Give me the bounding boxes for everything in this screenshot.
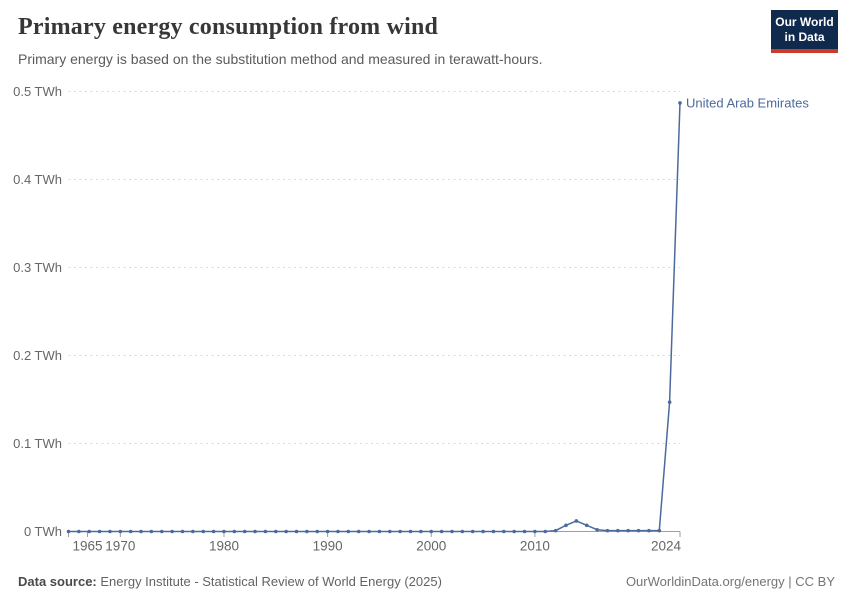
data-point-marker	[574, 519, 579, 523]
data-point-marker	[253, 529, 257, 534]
x-axis-tick-label: 2000	[416, 539, 446, 554]
page-title: Primary energy consumption from wind	[18, 14, 439, 40]
data-point-marker	[450, 529, 454, 534]
data-point-marker	[647, 528, 651, 533]
data-point-marker	[553, 528, 558, 533]
data-point-marker	[408, 529, 413, 534]
data-point-marker	[97, 529, 102, 534]
data-point-marker	[595, 527, 599, 532]
y-axis-tick-label: 0.2 TWh	[13, 348, 62, 363]
y-axis-tick-label: 0.3 TWh	[13, 260, 62, 275]
data-point-marker	[564, 523, 568, 528]
data-point-marker	[605, 528, 610, 533]
data-point-marker	[367, 529, 371, 534]
data-point-marker	[222, 529, 226, 534]
y-axis-tick-label: 0.4 TWh	[13, 172, 62, 187]
data-point-marker	[315, 529, 320, 534]
data-point-marker	[87, 529, 92, 534]
data-point-marker	[180, 529, 185, 534]
data-point-marker	[512, 529, 516, 534]
data-point-marker	[502, 529, 506, 534]
data-point-marker	[398, 529, 402, 534]
data-point-marker	[543, 529, 548, 534]
data-point-marker	[419, 529, 423, 534]
data-point-marker	[377, 529, 382, 534]
data-point-marker	[149, 529, 154, 534]
data-point-marker	[584, 523, 589, 528]
y-axis-tick-label: 0.1 TWh	[13, 436, 62, 451]
data-point-marker	[678, 101, 682, 105]
chart-subtitle: Primary energy is based on the substitut…	[18, 51, 543, 67]
data-point-marker	[491, 529, 496, 534]
data-point-marker	[429, 529, 434, 534]
x-axis-tick-label: 1980	[209, 539, 239, 554]
data-point-marker	[616, 528, 620, 533]
data-source-label: Data source:	[18, 574, 97, 589]
x-axis-tick-label: 2010	[520, 539, 550, 554]
owid-logo-line1: Our World	[775, 15, 834, 29]
data-point-marker	[533, 529, 537, 534]
x-axis-tick-label: 2024	[651, 539, 682, 554]
data-point-marker	[159, 529, 164, 534]
data-point-marker	[242, 529, 247, 534]
x-axis-tick-label: 1970	[105, 539, 135, 554]
owid-logo[interactable]: Our World in Data	[771, 10, 838, 53]
data-point-marker	[128, 529, 133, 534]
data-point-marker	[273, 529, 278, 534]
data-point-marker	[626, 528, 630, 533]
owid-logo-line2: in Data	[784, 30, 825, 44]
credit-link[interactable]: OurWorldinData.org/energy | CC BY	[625, 574, 835, 589]
data-point-marker	[356, 529, 361, 534]
x-axis-tick-label: 1990	[313, 539, 343, 554]
data-point-marker	[201, 529, 206, 534]
data-point-marker	[170, 529, 174, 534]
data-point-marker	[139, 529, 143, 534]
data-point-marker	[284, 529, 288, 534]
data-point-marker	[232, 529, 237, 534]
data-line	[68, 102, 681, 533]
series-end-label: United Arab Emirates	[686, 95, 809, 110]
data-point-marker	[263, 529, 268, 534]
data-point-marker	[336, 529, 340, 534]
x-axis-tick-label: 1965	[72, 539, 102, 554]
data-point-marker	[657, 528, 662, 533]
data-point-marker	[439, 529, 444, 534]
chart-footer: Data source: Energy Institute - Statisti…	[18, 574, 835, 589]
y-axis-tick-label: 0.5 TWh	[13, 84, 62, 99]
data-point-marker	[191, 529, 195, 534]
data-point-marker	[636, 528, 641, 533]
data-point-marker	[522, 529, 527, 534]
data-source: Data source: Energy Institute - Statisti…	[18, 574, 442, 589]
data-point-marker	[77, 529, 81, 534]
data-point-marker	[460, 529, 465, 534]
data-point-marker	[294, 529, 299, 534]
data-point-marker	[305, 529, 309, 534]
data-point-marker	[346, 529, 351, 534]
data-source-text: Energy Institute - Statistical Review of…	[100, 574, 442, 589]
data-point-marker	[66, 529, 71, 534]
data-point-marker	[108, 529, 112, 534]
data-point-marker	[325, 529, 330, 534]
data-point-marker	[118, 529, 123, 534]
data-point-marker	[211, 529, 216, 534]
y-axis-tick-label: 0 TWh	[24, 524, 62, 539]
data-point-marker	[470, 529, 475, 534]
data-point-marker	[481, 529, 485, 534]
data-point-marker	[667, 400, 672, 404]
data-point-marker	[387, 529, 392, 534]
